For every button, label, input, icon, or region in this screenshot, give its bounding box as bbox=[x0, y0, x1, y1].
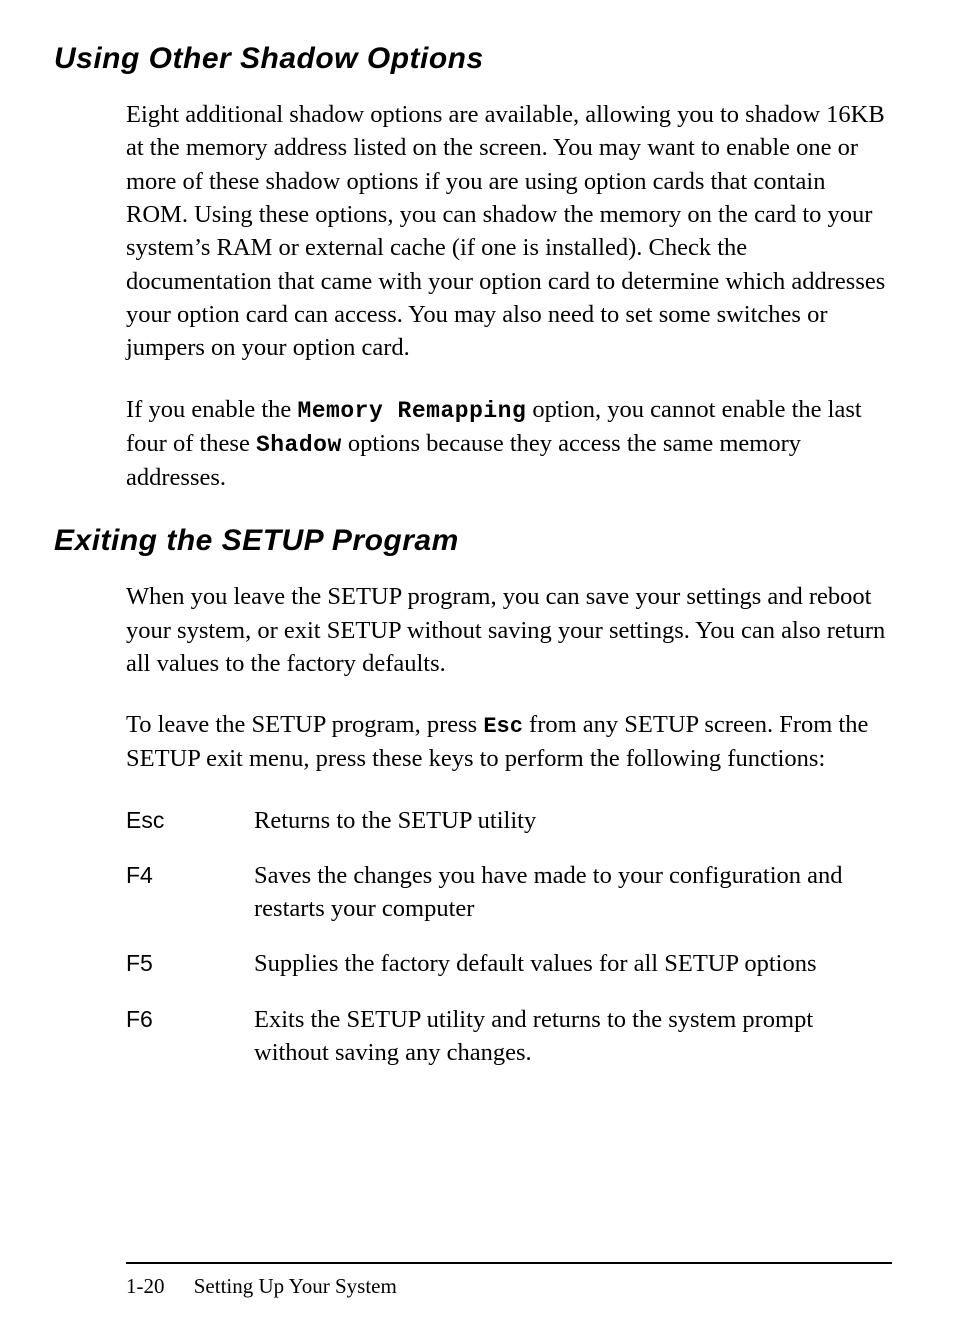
key-row-f5: F5 Supplies the factory default values f… bbox=[126, 947, 892, 980]
section2-para1: When you leave the SETUP program, you ca… bbox=[126, 580, 892, 680]
key-desc-f4: Saves the changes you have made to your … bbox=[254, 859, 892, 926]
key-desc-f5: Supplies the factory default values for … bbox=[254, 947, 892, 980]
key-row-f4: F4 Saves the changes you have made to yo… bbox=[126, 859, 892, 926]
key-label-f5: F5 bbox=[126, 947, 254, 979]
key-label-esc: Esc bbox=[126, 804, 254, 836]
section2-body: When you leave the SETUP program, you ca… bbox=[126, 580, 892, 775]
key-desc-esc: Returns to the SETUP utility bbox=[254, 804, 892, 837]
footer-text-suffix: Your System bbox=[289, 1274, 397, 1298]
footer-rule bbox=[126, 1262, 892, 1264]
key-label-f6: F6 bbox=[126, 1003, 254, 1035]
section2-para2: To leave the SETUP program, press Esc fr… bbox=[126, 708, 892, 775]
section1-body: Eight additional shadow options are avai… bbox=[126, 98, 892, 494]
memory-remapping-literal: Memory Remapping bbox=[297, 398, 526, 424]
section1-para1: Eight additional shadow options are avai… bbox=[126, 98, 892, 365]
section1-para2: If you enable the Memory Remapping optio… bbox=[126, 393, 892, 495]
page-container: Using Other Shadow Options Eight additio… bbox=[0, 0, 954, 1339]
footer-page-number: 1-20 bbox=[126, 1274, 165, 1299]
footer-text-up: Up bbox=[259, 1274, 289, 1298]
esc-literal: Esc bbox=[483, 714, 523, 739]
section1-para2-prefix: If you enable the bbox=[126, 396, 297, 423]
heading-shadow-options: Using Other Shadow Options bbox=[54, 42, 892, 76]
key-desc-f6: Exits the SETUP utility and returns to t… bbox=[254, 1003, 892, 1070]
key-function-list: Esc Returns to the SETUP utility F4 Save… bbox=[126, 804, 892, 1070]
page-footer: 1-20 Setting Up Your System bbox=[54, 1262, 892, 1299]
footer-text-prefix: Setting bbox=[194, 1274, 259, 1298]
section2-wrap: Exiting the SETUP Program When you leave… bbox=[54, 524, 892, 1069]
key-row-esc: Esc Returns to the SETUP utility bbox=[126, 804, 892, 837]
footer-line: 1-20 Setting Up Your System bbox=[126, 1274, 892, 1299]
heading-exiting-setup: Exiting the SETUP Program bbox=[54, 524, 892, 558]
shadow-literal: Shadow bbox=[256, 432, 342, 458]
section2-para2-prefix: To leave the SETUP program, press bbox=[126, 711, 483, 738]
key-row-f6: F6 Exits the SETUP utility and returns t… bbox=[126, 1003, 892, 1070]
key-label-f4: F4 bbox=[126, 859, 254, 891]
